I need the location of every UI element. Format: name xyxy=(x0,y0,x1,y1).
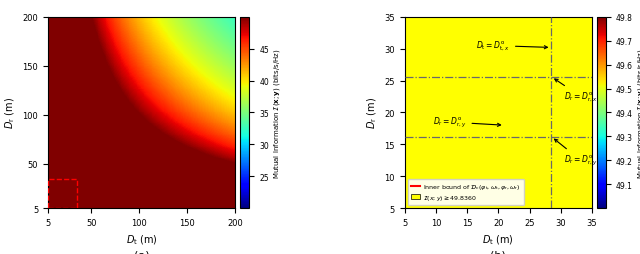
Y-axis label: Mutual Information $\mathcal{I}(\mathbf{x};\mathbf{y})$ (bits/s/Hz): Mutual Information $\mathcal{I}(\mathbf{… xyxy=(272,48,282,178)
X-axis label: $D_{\mathrm{t}}$ (m): $D_{\mathrm{t}}$ (m) xyxy=(483,232,515,246)
Text: $D_{\mathrm{r}} = D^{\mathrm{o}}_{\mathrm{r},x}$: $D_{\mathrm{r}} = D^{\mathrm{o}}_{\mathr… xyxy=(555,80,598,104)
Legend: Inner bound of $\mathcal{D}_{\mathrm{c}}(\varphi_{\mathrm{t}},\omega_{\mathrm{t}: Inner bound of $\mathcal{D}_{\mathrm{c}}… xyxy=(408,179,524,205)
X-axis label: $D_{\mathrm{t}}$ (m): $D_{\mathrm{t}}$ (m) xyxy=(126,232,157,246)
Text: $D_{\mathrm{r}} = D^{\mathrm{o}}_{\mathrm{r},y}$: $D_{\mathrm{r}} = D^{\mathrm{o}}_{\mathr… xyxy=(433,116,500,130)
Y-axis label: $D_{\mathrm{r}}$ (m): $D_{\mathrm{r}}$ (m) xyxy=(365,97,379,129)
Bar xyxy=(48,179,77,208)
Text: $D_{\mathrm{r}} = D^{\mathrm{o}}_{\mathrm{r},y}$: $D_{\mathrm{r}} = D^{\mathrm{o}}_{\mathr… xyxy=(555,140,598,168)
Y-axis label: $D_{\mathrm{r}}$ (m): $D_{\mathrm{r}}$ (m) xyxy=(3,97,17,129)
Text: $D_{\mathrm{t}} = D^{\mathrm{o}}_{\mathrm{t},x}$: $D_{\mathrm{t}} = D^{\mathrm{o}}_{\mathr… xyxy=(477,40,547,53)
Y-axis label: Mutual Information $\mathcal{I}(\mathbf{x};\mathbf{y})$ (bits/s/Hz): Mutual Information $\mathcal{I}(\mathbf{… xyxy=(636,48,640,178)
Title: (b): (b) xyxy=(490,249,506,254)
Title: (a): (a) xyxy=(134,249,150,254)
